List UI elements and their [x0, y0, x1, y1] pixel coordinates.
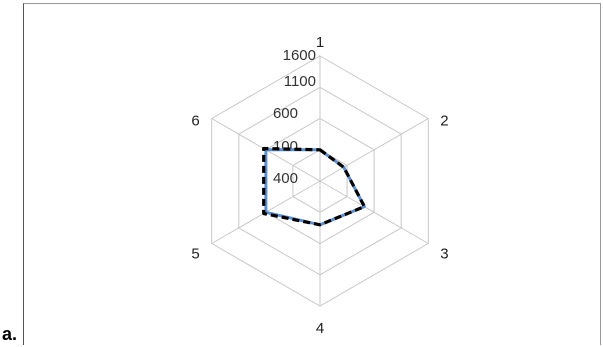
- axis-label-2: 2: [440, 113, 448, 130]
- chart-frame: [23, 3, 601, 345]
- tick-label-1600: 1600: [283, 47, 316, 64]
- axis-label-1: 1: [316, 34, 324, 51]
- axis-label-6: 6: [191, 113, 199, 130]
- axis-label-3: 3: [440, 246, 448, 263]
- axis-spoke-3: [319, 180, 429, 244]
- axis-spoke-2: [319, 118, 429, 182]
- figure-label: a.: [2, 324, 18, 344]
- tick-label-1100: 1100: [284, 73, 316, 90]
- tick-label-600: 600: [273, 105, 298, 122]
- series-2-line: [262, 146, 366, 227]
- tick-label-100: 100: [273, 138, 298, 155]
- axis-label-4: 4: [316, 320, 324, 337]
- tick-label-400: 400: [273, 170, 298, 187]
- axis-label-5: 5: [191, 246, 199, 263]
